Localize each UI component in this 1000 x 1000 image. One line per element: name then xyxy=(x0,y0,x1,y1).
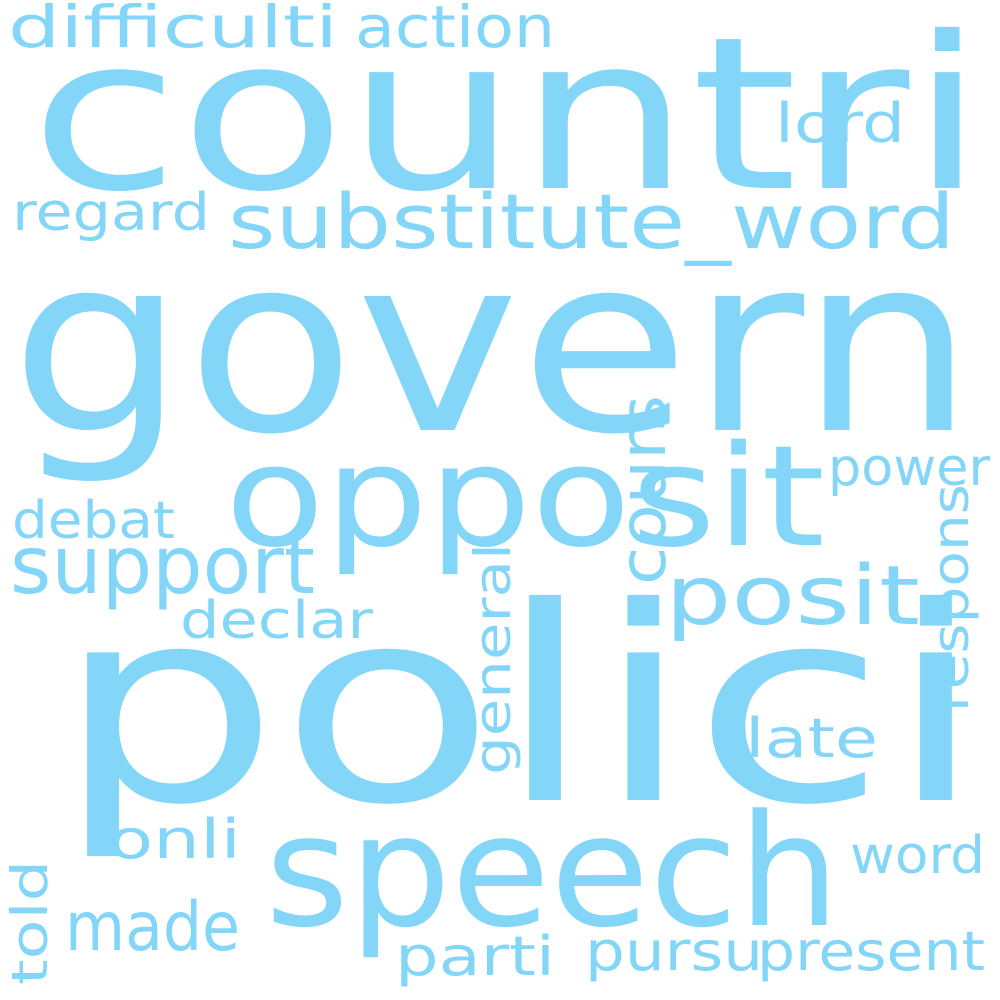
word-declar: declar xyxy=(180,591,374,651)
word-lord: lord xyxy=(775,92,905,155)
word-polici: polici xyxy=(55,549,985,864)
word-support: support xyxy=(10,519,315,612)
word-opposit: opposit xyxy=(225,416,825,579)
word-cours: cours xyxy=(607,395,681,585)
word-regard: regard xyxy=(12,183,210,243)
word-pursu: pursu xyxy=(585,920,763,983)
word-action: action xyxy=(355,0,555,61)
word-onli: onli xyxy=(108,808,241,871)
word-late: late xyxy=(745,707,878,770)
word-parti: parti xyxy=(395,925,555,988)
word-speech: speech xyxy=(265,781,840,962)
word-countri: countri xyxy=(30,0,985,238)
word-power: power xyxy=(828,438,991,498)
word-present: present xyxy=(757,920,985,983)
word-govern: govern xyxy=(10,203,975,488)
word-debat: debat xyxy=(12,491,175,551)
word-general: general xyxy=(464,543,522,775)
word-respons: respons xyxy=(922,484,980,712)
word-substitute-word: substitute_word xyxy=(228,177,955,266)
word-made: made xyxy=(65,888,240,967)
word-told: told xyxy=(1,860,59,985)
word-word: word xyxy=(850,826,985,886)
word-difficulti: difficulti xyxy=(8,0,338,61)
word-posit: posit xyxy=(665,549,920,644)
